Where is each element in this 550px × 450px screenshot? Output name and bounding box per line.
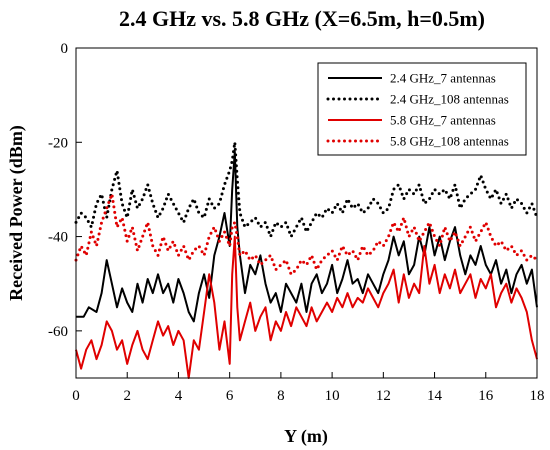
series-line-4 (74, 192, 539, 276)
x-tick-label: 2 (123, 388, 131, 404)
legend-label-2: 2.4 GHz_108 antennas (390, 92, 509, 107)
y-tick-label: -40 (48, 230, 68, 246)
legend-label-4: 5.8 GHz_108 antennas (390, 134, 509, 149)
y-axis-label: Received Power (dBm) (6, 125, 27, 301)
legend-label-3: 5.8 GHz_7 antennas (390, 113, 496, 128)
x-tick-label: 10 (325, 388, 340, 404)
series-layer (74, 140, 539, 379)
x-tick-label: 6 (226, 388, 234, 404)
x-tick-label: 18 (530, 388, 545, 404)
x-tick-label: 14 (427, 388, 443, 404)
y-tick-label: 0 (61, 41, 69, 57)
x-tick-label: 16 (478, 388, 494, 404)
series-line-1 (76, 150, 538, 323)
x-tick-label: 8 (277, 388, 285, 404)
x-tick-label: 4 (175, 388, 183, 404)
y-tick-label: -20 (48, 135, 68, 151)
legend-label-1: 2.4 GHz_7 antennas (390, 71, 496, 86)
y-tick-label: -60 (48, 324, 68, 340)
legend: 2.4 GHz_7 antennas 2.4 GHz_108 antennas 5.… (317, 62, 527, 156)
x-tick-label: 0 (72, 388, 80, 404)
x-axis-label: Y (m) (284, 426, 328, 447)
chart-title: 2.4 GHz vs. 5.8 GHz (X=6.5m, h=0.5m) (119, 6, 485, 31)
plot-frame (75, 47, 538, 379)
x-tick-label: 12 (376, 388, 391, 404)
ticks-layer: 0 2 4 6 8 10 12 14 16 18 0 -20 -40 -60 (48, 41, 545, 404)
series-line-3 (75, 235, 538, 379)
series-line-2 (74, 140, 539, 239)
